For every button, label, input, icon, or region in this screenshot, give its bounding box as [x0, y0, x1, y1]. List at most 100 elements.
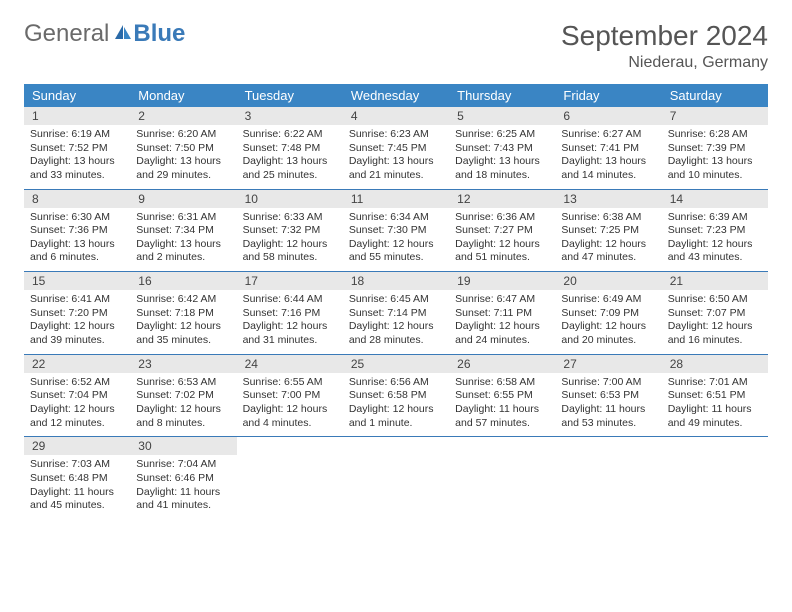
sunset-text: Sunset: 7:11 PM: [455, 307, 549, 321]
sunrise-text: Sunrise: 6:25 AM: [455, 128, 549, 142]
day-number: 14: [662, 190, 768, 208]
day-number: 21: [662, 272, 768, 290]
week-row: Sunrise: 6:19 AMSunset: 7:52 PMDaylight:…: [24, 125, 768, 189]
day-cell: Sunrise: 6:38 AMSunset: 7:25 PMDaylight:…: [555, 208, 661, 272]
daylight-text: Daylight: 12 hours: [30, 320, 124, 334]
day-cell: [449, 455, 555, 519]
calendar: Sunday Monday Tuesday Wednesday Thursday…: [24, 84, 768, 519]
daylight-text: Daylight: 11 hours: [668, 403, 762, 417]
daylight-text: and 51 minutes.: [455, 251, 549, 265]
sunset-text: Sunset: 7:50 PM: [136, 142, 230, 156]
daylight-text: and 31 minutes.: [243, 334, 337, 348]
daylight-text: and 10 minutes.: [668, 169, 762, 183]
sunrise-text: Sunrise: 6:50 AM: [668, 293, 762, 307]
day-number: 13: [555, 190, 661, 208]
daylight-text: and 1 minute.: [349, 417, 443, 431]
day-number: [343, 437, 449, 455]
daylight-text: Daylight: 12 hours: [349, 238, 443, 252]
daylight-text: and 6 minutes.: [30, 251, 124, 265]
day-cell: [555, 455, 661, 519]
daylight-text: Daylight: 12 hours: [349, 403, 443, 417]
weeks-container: 1234567Sunrise: 6:19 AMSunset: 7:52 PMDa…: [24, 107, 768, 519]
day-cell: Sunrise: 6:55 AMSunset: 7:00 PMDaylight:…: [237, 373, 343, 437]
sunrise-text: Sunrise: 6:23 AM: [349, 128, 443, 142]
week-block: 2930Sunrise: 7:03 AMSunset: 6:48 PMDayli…: [24, 437, 768, 519]
daylight-text: and 4 minutes.: [243, 417, 337, 431]
day-number: 5: [449, 107, 555, 125]
day-cell: Sunrise: 6:52 AMSunset: 7:04 PMDaylight:…: [24, 373, 130, 437]
day-header-row: Sunday Monday Tuesday Wednesday Thursday…: [24, 84, 768, 107]
sunset-text: Sunset: 7:45 PM: [349, 142, 443, 156]
sunrise-text: Sunrise: 6:28 AM: [668, 128, 762, 142]
sunset-text: Sunset: 6:48 PM: [30, 472, 124, 486]
day-cell: Sunrise: 6:36 AMSunset: 7:27 PMDaylight:…: [449, 208, 555, 272]
title-block: September 2024 Niederau, Germany: [561, 20, 768, 72]
day-cell: Sunrise: 6:39 AMSunset: 7:23 PMDaylight:…: [662, 208, 768, 272]
sunrise-text: Sunrise: 6:55 AM: [243, 376, 337, 390]
day-number: 4: [343, 107, 449, 125]
day-number: 27: [555, 355, 661, 373]
sunset-text: Sunset: 6:58 PM: [349, 389, 443, 403]
daynum-row: 2930: [24, 437, 768, 455]
day-cell: [237, 455, 343, 519]
daylight-text: Daylight: 11 hours: [30, 486, 124, 500]
daylight-text: and 57 minutes.: [455, 417, 549, 431]
day-cell: Sunrise: 6:49 AMSunset: 7:09 PMDaylight:…: [555, 290, 661, 354]
daylight-text: Daylight: 13 hours: [30, 238, 124, 252]
day-cell: Sunrise: 6:53 AMSunset: 7:02 PMDaylight:…: [130, 373, 236, 437]
day-cell: [343, 455, 449, 519]
daylight-text: Daylight: 12 hours: [243, 238, 337, 252]
daylight-text: and 39 minutes.: [30, 334, 124, 348]
daylight-text: Daylight: 13 hours: [561, 155, 655, 169]
sunrise-text: Sunrise: 6:44 AM: [243, 293, 337, 307]
sunset-text: Sunset: 7:52 PM: [30, 142, 124, 156]
sunrise-text: Sunrise: 7:00 AM: [561, 376, 655, 390]
day-cell: Sunrise: 7:00 AMSunset: 6:53 PMDaylight:…: [555, 373, 661, 437]
sunrise-text: Sunrise: 6:58 AM: [455, 376, 549, 390]
day-cell: Sunrise: 6:44 AMSunset: 7:16 PMDaylight:…: [237, 290, 343, 354]
sunrise-text: Sunrise: 6:22 AM: [243, 128, 337, 142]
daylight-text: and 25 minutes.: [243, 169, 337, 183]
day-number: 15: [24, 272, 130, 290]
daylight-text: and 33 minutes.: [30, 169, 124, 183]
sunrise-text: Sunrise: 6:45 AM: [349, 293, 443, 307]
day-number: 23: [130, 355, 236, 373]
day-number: 17: [237, 272, 343, 290]
sunrise-text: Sunrise: 6:42 AM: [136, 293, 230, 307]
daylight-text: and 47 minutes.: [561, 251, 655, 265]
day-number: 26: [449, 355, 555, 373]
week-block: 22232425262728Sunrise: 6:52 AMSunset: 7:…: [24, 355, 768, 438]
sunset-text: Sunset: 7:07 PM: [668, 307, 762, 321]
day-number: 11: [343, 190, 449, 208]
day-number: 8: [24, 190, 130, 208]
sunset-text: Sunset: 6:55 PM: [455, 389, 549, 403]
daylight-text: and 18 minutes.: [455, 169, 549, 183]
sunrise-text: Sunrise: 6:20 AM: [136, 128, 230, 142]
day-cell: Sunrise: 6:22 AMSunset: 7:48 PMDaylight:…: [237, 125, 343, 189]
day-header: Saturday: [662, 84, 768, 107]
daylight-text: Daylight: 13 hours: [30, 155, 124, 169]
day-cell: Sunrise: 6:30 AMSunset: 7:36 PMDaylight:…: [24, 208, 130, 272]
week-block: 1234567Sunrise: 6:19 AMSunset: 7:52 PMDa…: [24, 107, 768, 190]
month-title: September 2024: [561, 20, 768, 52]
daylight-text: Daylight: 12 hours: [243, 403, 337, 417]
daylight-text: Daylight: 13 hours: [668, 155, 762, 169]
daylight-text: Daylight: 11 hours: [455, 403, 549, 417]
sunset-text: Sunset: 7:20 PM: [30, 307, 124, 321]
week-block: 15161718192021Sunrise: 6:41 AMSunset: 7:…: [24, 272, 768, 355]
sunset-text: Sunset: 7:23 PM: [668, 224, 762, 238]
daylight-text: Daylight: 12 hours: [455, 238, 549, 252]
sunset-text: Sunset: 7:16 PM: [243, 307, 337, 321]
sunrise-text: Sunrise: 6:31 AM: [136, 211, 230, 225]
day-cell: Sunrise: 7:03 AMSunset: 6:48 PMDaylight:…: [24, 455, 130, 519]
day-number: 30: [130, 437, 236, 455]
day-header: Tuesday: [237, 84, 343, 107]
sunset-text: Sunset: 7:25 PM: [561, 224, 655, 238]
day-cell: Sunrise: 6:50 AMSunset: 7:07 PMDaylight:…: [662, 290, 768, 354]
week-row: Sunrise: 6:41 AMSunset: 7:20 PMDaylight:…: [24, 290, 768, 354]
day-number: 22: [24, 355, 130, 373]
logo: General Blue: [24, 20, 185, 48]
day-header: Wednesday: [343, 84, 449, 107]
sunrise-text: Sunrise: 6:19 AM: [30, 128, 124, 142]
day-cell: Sunrise: 6:45 AMSunset: 7:14 PMDaylight:…: [343, 290, 449, 354]
